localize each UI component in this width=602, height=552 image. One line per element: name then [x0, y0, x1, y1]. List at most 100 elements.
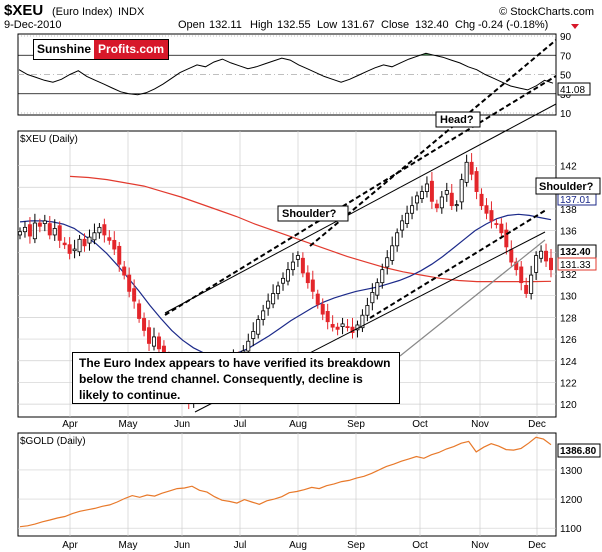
candle-body — [290, 261, 295, 271]
candle-body — [151, 336, 156, 347]
gold-month-label: Nov — [471, 540, 489, 551]
exchange: INDX — [118, 6, 145, 18]
candle-body — [390, 245, 395, 261]
candle-body — [72, 248, 77, 252]
candle-body — [429, 180, 434, 202]
gold-tick-label: 1100 — [560, 524, 582, 535]
candle-body — [489, 210, 494, 222]
candle-body — [484, 205, 489, 214]
candle-body — [47, 223, 52, 236]
symbol: $XEU — [4, 2, 43, 19]
rsi-tick-label: 50 — [560, 71, 572, 82]
price-tick-label: 126 — [560, 335, 577, 346]
candle-body — [434, 203, 439, 209]
candle-body — [137, 303, 142, 319]
candle-body — [67, 244, 72, 254]
candle-body — [102, 224, 107, 236]
candle-body — [524, 284, 529, 294]
candle-body — [385, 257, 390, 268]
source-credit: © StockCharts.com — [499, 6, 594, 18]
candle-body — [439, 196, 444, 209]
candle-body — [62, 242, 67, 246]
candle-body — [335, 326, 340, 330]
shoulder-left-box — [277, 205, 349, 222]
price-panel-title: $XEU (Daily) — [20, 134, 78, 145]
shoulder-right-label: Shoulder? — [539, 181, 594, 193]
gold-month-label: Aug — [289, 540, 307, 551]
candle-body — [325, 311, 330, 323]
candle-body — [77, 238, 82, 253]
rsi-tick-label: 90 — [560, 32, 572, 43]
price-tick-label: 142 — [560, 162, 577, 173]
candle-body — [405, 212, 410, 224]
price-tick-label: 136 — [560, 227, 577, 238]
price-month-label: Apr — [62, 419, 78, 430]
rsi-tick-label: 70 — [560, 51, 572, 62]
candle-body — [529, 274, 534, 294]
candle-body — [519, 266, 524, 284]
logo-part-1: Sunshine — [34, 40, 95, 59]
gold-month-label: Apr — [62, 540, 78, 551]
head-label: Head? — [440, 114, 474, 126]
candle-body — [82, 238, 87, 247]
gold-month-label: Sep — [347, 540, 365, 551]
candle-body — [122, 266, 127, 276]
candle-body — [310, 279, 315, 292]
rsi-line — [18, 52, 554, 96]
rsi-tick-label: 10 — [560, 109, 572, 120]
gold-tick-label: 1300 — [560, 466, 583, 477]
candle-body — [276, 285, 281, 294]
candle-body — [509, 249, 514, 263]
candle-body — [544, 250, 549, 262]
candle-body — [246, 340, 251, 352]
candle-body — [256, 319, 261, 335]
candle-body — [52, 228, 57, 236]
ma-slow-value-box — [557, 257, 597, 271]
price-month-label: Aug — [289, 419, 307, 430]
gold-month-label: May — [119, 540, 138, 551]
analysis-callout: The Euro Index appears to have verified … — [72, 352, 400, 404]
gold-month-label: Jul — [234, 540, 247, 551]
logo-part-2: Profits.com — [94, 40, 169, 59]
price-month-label: May — [119, 419, 138, 430]
candle-body — [539, 250, 544, 259]
candle-body — [345, 326, 350, 329]
price-tick-label: 120 — [560, 400, 577, 411]
candle-body — [266, 300, 271, 309]
gold-month-label: Jun — [174, 540, 190, 551]
channel-lower-dashed-line — [369, 209, 547, 319]
candle-body — [549, 257, 554, 271]
instrument-name: (Euro Index) — [52, 6, 113, 18]
candle-body — [295, 255, 300, 260]
candle-body — [320, 303, 325, 315]
channel-upper-dashed-line — [164, 75, 557, 316]
shoulder-right-box — [535, 177, 601, 195]
candle-body — [42, 220, 47, 224]
open-value: 132.11 — [209, 19, 242, 31]
candle-body — [271, 293, 276, 305]
ma-fast-line — [19, 213, 552, 356]
price-month-label: Dec — [528, 419, 546, 430]
candle-body — [424, 183, 429, 192]
candle-body — [281, 277, 286, 284]
close-label: Close — [381, 19, 409, 31]
candle-body — [419, 191, 424, 200]
price-tick-label: 132 — [560, 270, 577, 281]
candle-body — [117, 245, 122, 265]
rsi-last-box — [557, 82, 591, 96]
candle-body — [444, 190, 449, 195]
change-down-icon — [571, 24, 579, 29]
candle-body — [479, 193, 484, 207]
candle-body — [142, 318, 147, 331]
candle-body — [285, 269, 290, 282]
head-label-box — [435, 111, 481, 128]
candle-body — [340, 323, 345, 328]
price-month-label: Nov — [471, 419, 489, 430]
candle-body — [147, 327, 152, 344]
candle-body — [97, 226, 102, 234]
candle-body — [107, 237, 112, 241]
gold-axis: 1300 1200 1100 — [560, 466, 583, 535]
price-tick-label: 124 — [560, 357, 577, 368]
candle-body — [469, 161, 474, 175]
